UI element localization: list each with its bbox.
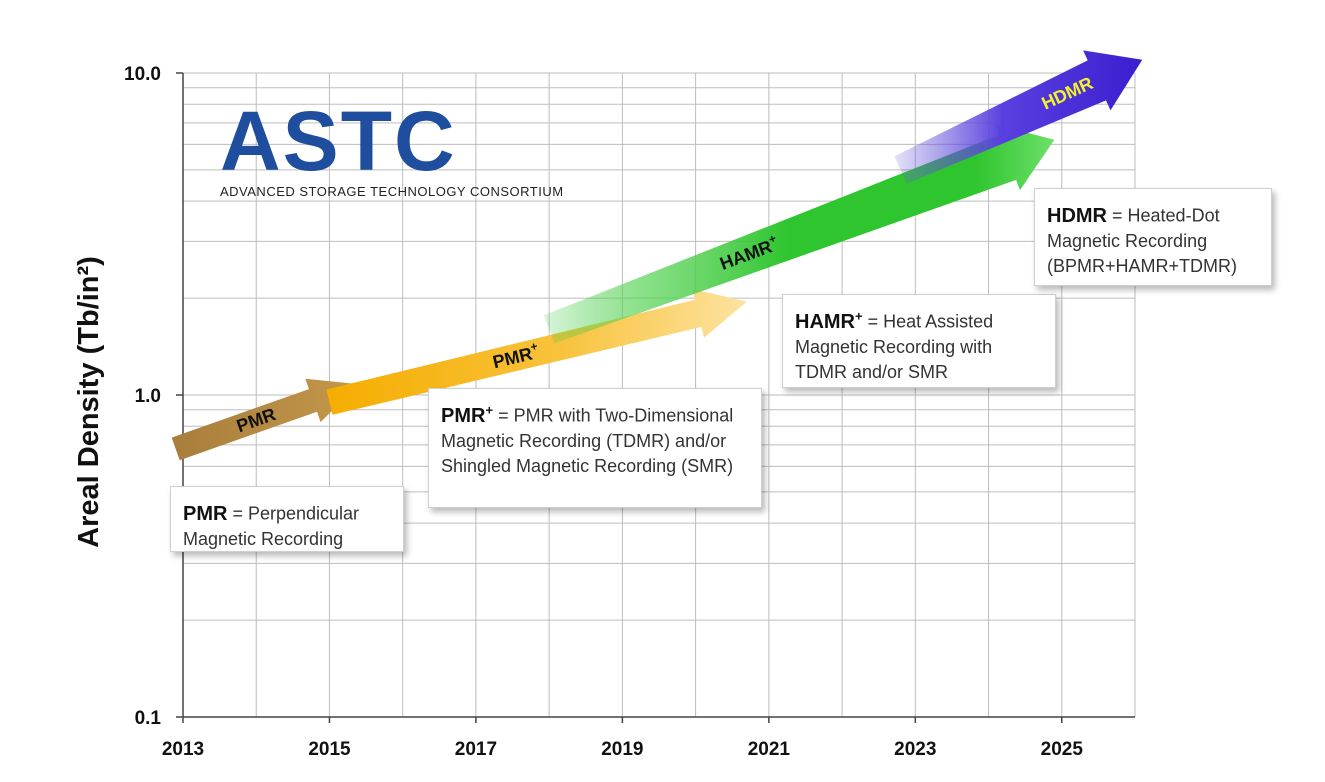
y-tick-label: 1.0 [135, 386, 161, 407]
note-pmr: PMR = Perpendicular Magnetic Recording [170, 486, 404, 552]
arrow-shape [894, 50, 1143, 184]
x-tick-label: 2021 [748, 739, 791, 760]
arrow-shape [171, 378, 359, 461]
note-hamr-plus: HAMR+ = Heat Assisted Magnetic Recording… [782, 294, 1056, 388]
y-tick-label: 0.1 [135, 708, 162, 729]
x-tick-label: 2025 [1041, 739, 1084, 760]
arrow-shape [326, 289, 747, 415]
y-axis-title: Areal Density (Tb/in²) [73, 256, 105, 548]
note-pmr-plus-text: = PMR with Two-Dimensional Magnetic Reco… [441, 405, 734, 476]
astc-logo: ASTC ADVANCED STORAGE TECHNOLOGY CONSORT… [220, 94, 564, 199]
note-pmr-plus: PMR+ = PMR with Two-Dimensional Magnetic… [428, 388, 762, 508]
x-tick-label: 2015 [308, 739, 351, 760]
logo-sub: ADVANCED STORAGE TECHNOLOGY CONSORTIUM [220, 184, 564, 199]
y-tick-label: 10.0 [124, 64, 161, 85]
axes: 2013 2015 2017 2019 2021 2023 2025 0.1 1.0 10.0 [124, 64, 1135, 760]
note-pmr-term: PMR [183, 502, 228, 525]
logo-main: ASTC [220, 94, 457, 188]
arrow-hdmr: HDMR [894, 50, 1143, 184]
note-hdmr: HDMR = Heated-Dot Magnetic Recording (BP… [1034, 188, 1272, 286]
note-pmr-text: = Perpendicular Magnetic Recording [183, 503, 360, 549]
x-tick-label: 2013 [162, 739, 204, 760]
arrow-hamr-plus: HAMR+ [543, 124, 1055, 344]
note-pmr-plus-term: PMR+ [441, 402, 494, 427]
x-tick-label: 2017 [455, 739, 497, 760]
x-tick-label: 2019 [601, 739, 643, 760]
arrow-pmr-plus: PMR+ [326, 289, 747, 415]
note-hdmr-text: = Heated-Dot Magnetic Recording (BPMR+HA… [1047, 205, 1238, 276]
x-tick-label: 2023 [894, 739, 936, 760]
arrow-shape [543, 124, 1055, 344]
note-hamr-plus-text: = Heat Assisted Magnetic Recording with … [795, 311, 994, 382]
note-hamr-plus-term: HAMR+ [795, 308, 863, 333]
note-hdmr-term: HDMR [1047, 204, 1107, 227]
